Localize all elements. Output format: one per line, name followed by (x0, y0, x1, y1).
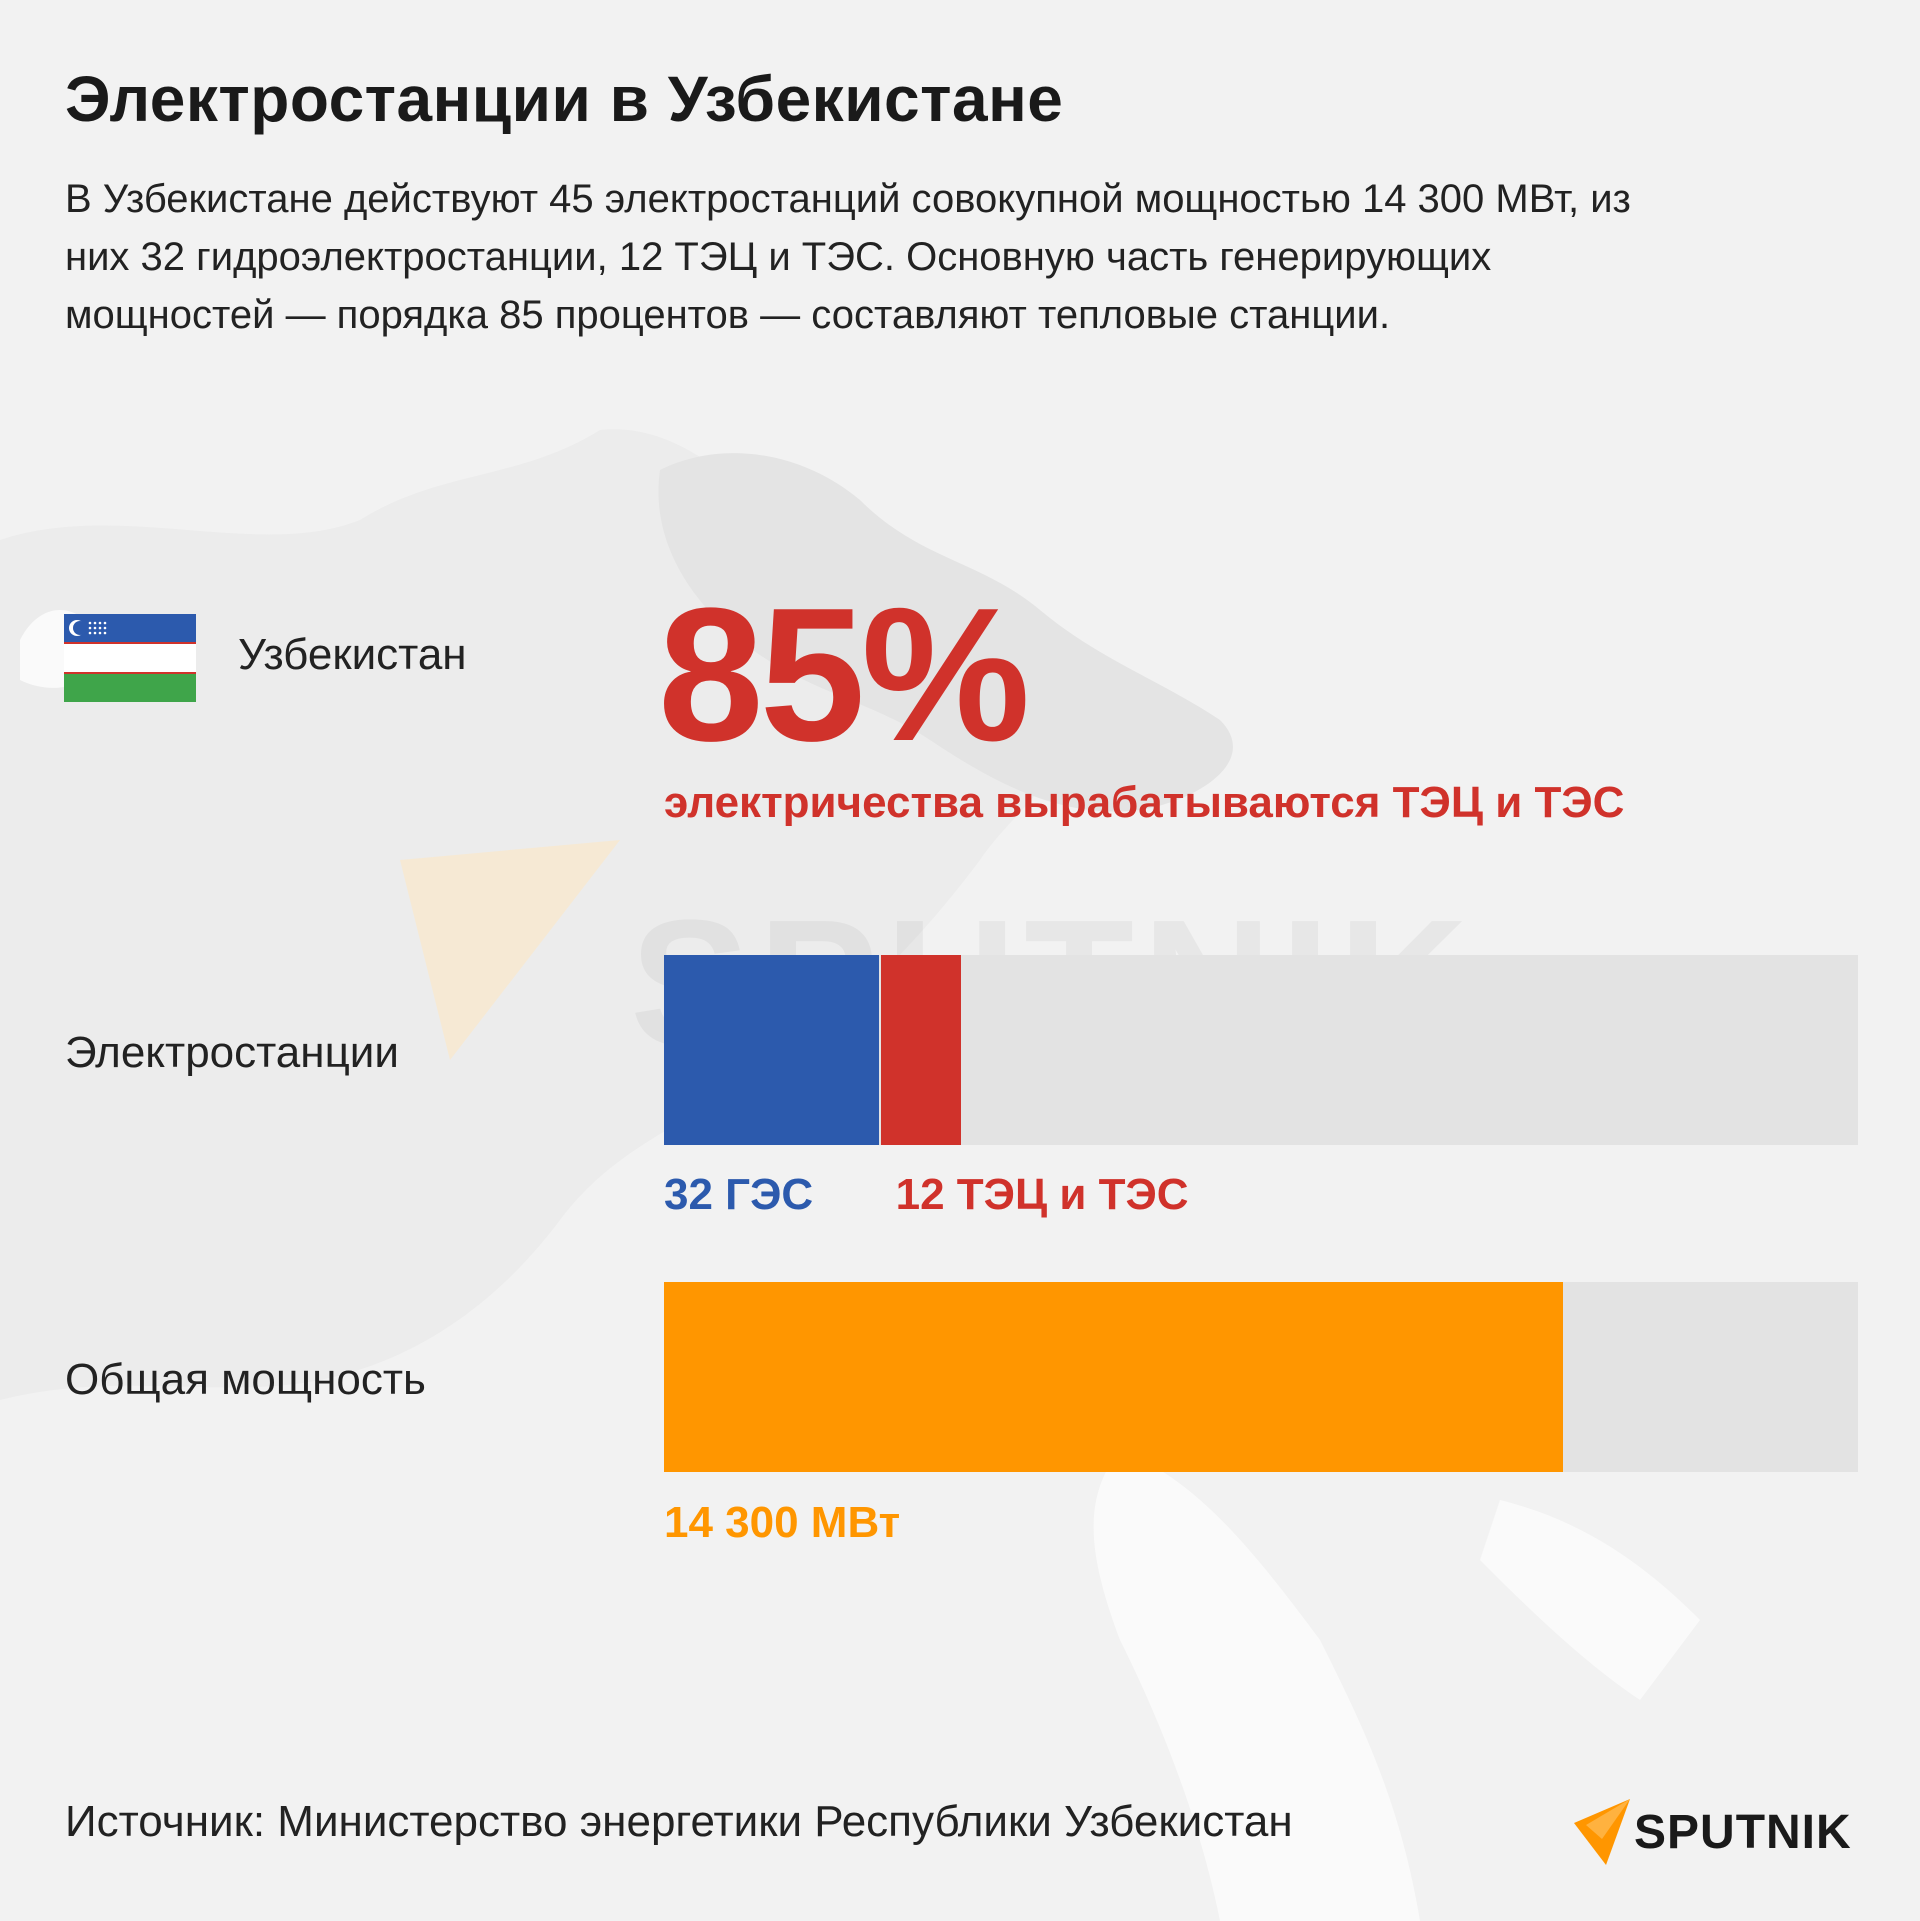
bar-label-capacity: 14 300 МВт (664, 1498, 901, 1547)
bar-segment-thermal (880, 955, 962, 1145)
row-label-stations: Электростанции (65, 1028, 399, 1077)
bar-label-hydro: 32 ГЭС (664, 1170, 814, 1219)
country-label: Узбекистан (238, 630, 467, 679)
bar-segment-capacity (664, 1282, 1564, 1472)
source-note: Источник: Министерство энергетики Респуб… (65, 1797, 1293, 1846)
bar-track-capacity (664, 1282, 1858, 1472)
uzbekistan-flag-icon (64, 614, 196, 702)
highlight-caption: электричества вырабатываются ТЭЦ и ТЭС (664, 778, 1625, 827)
highlight-value: 85% (658, 569, 1030, 781)
bar-label-thermal: 12 ТЭЦ и ТЭС (895, 1170, 1189, 1219)
bar-segment-hydro (664, 955, 879, 1145)
brand-name: SPUTNIK (1634, 1806, 1852, 1859)
row-label-capacity: Общая мощность (65, 1355, 426, 1404)
lead-paragraph: В Узбекистане действуют 45 электростанци… (65, 177, 1631, 337)
bar-track-stations (664, 955, 1858, 1145)
page-title: Электростанции в Узбекистане (65, 63, 1064, 135)
sputnik-logo-icon (1574, 1799, 1630, 1865)
